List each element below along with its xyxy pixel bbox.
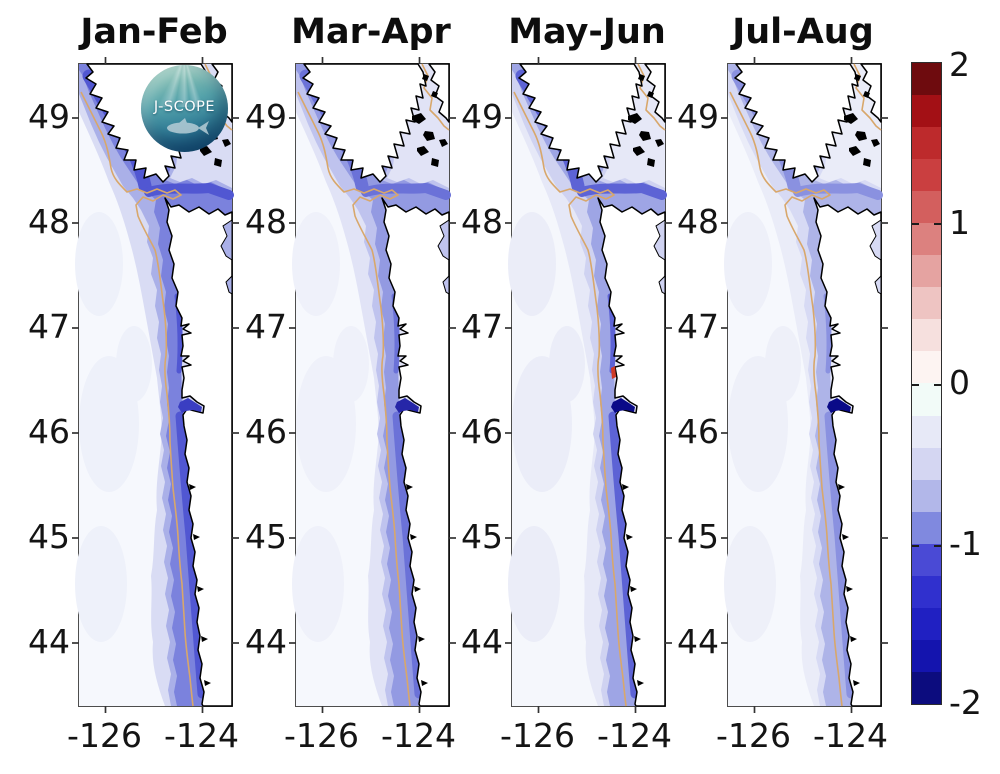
- longitude-label: -126: [284, 716, 359, 755]
- latitude-label: 48: [677, 202, 719, 241]
- colorbar-label-1: 1: [949, 203, 970, 242]
- colorbar-band: [912, 607, 941, 640]
- latitude-label: 49: [245, 97, 287, 136]
- jscope-logo: J-SCOPE: [141, 65, 228, 152]
- jscope-logo-text: J-SCOPE: [153, 99, 216, 115]
- latitude-label: 48: [28, 202, 70, 241]
- latitude-label: 44: [245, 622, 287, 661]
- latitude-label: 49: [677, 97, 719, 136]
- colorbar-band: [912, 191, 941, 224]
- longitude-label: -124: [813, 716, 888, 755]
- latitude-label: 47: [677, 307, 719, 346]
- latitude-label: 49: [461, 97, 503, 136]
- colorbar-band: [912, 479, 941, 512]
- latitude-label: 45: [677, 517, 719, 556]
- map-panel-mar-apr: [288, 56, 457, 714]
- latitude-label: 45: [28, 517, 70, 556]
- longitude-label: -124: [164, 716, 239, 755]
- colorbar-band: [912, 671, 941, 704]
- map-panel-jan-feb: [71, 56, 240, 714]
- panel-title-jan-feb: Jan-Feb: [80, 12, 228, 52]
- colorbar-band: [912, 159, 941, 192]
- colorbar-band: [912, 447, 941, 480]
- latitude-label: 46: [245, 412, 287, 451]
- sunray-icon: [141, 65, 228, 107]
- colorbar-band: [912, 127, 941, 160]
- colorbar-band: [912, 255, 941, 288]
- colorbar-band: [912, 95, 941, 128]
- latitude-label: 46: [461, 412, 503, 451]
- longitude-label: -126: [67, 716, 142, 755]
- panel-title-mar-apr: Mar-Apr: [291, 12, 451, 52]
- colorbar-band: [912, 543, 941, 576]
- latitude-label: 49: [28, 97, 70, 136]
- latitude-label: 44: [461, 622, 503, 661]
- colorbar-label-neg2: -2: [949, 683, 982, 722]
- panel-title-jul-aug: Jul-Aug: [732, 12, 874, 52]
- latitude-label: 47: [245, 307, 287, 346]
- colorbar-band: [912, 511, 941, 544]
- latitude-label: 44: [677, 622, 719, 661]
- latitude-label: 48: [245, 202, 287, 241]
- colorbar-label-neg1: -1: [949, 524, 982, 563]
- colorbar-band: [912, 319, 941, 352]
- colorbar-label-2: 2: [949, 45, 970, 84]
- colorbar: [911, 62, 942, 705]
- longitude-label: -124: [381, 716, 456, 755]
- latitude-label: 48: [461, 202, 503, 241]
- latitude-label: 45: [461, 517, 503, 556]
- colorbar-band: [912, 383, 941, 416]
- colorbar-band: [912, 63, 941, 96]
- latitude-label: 46: [28, 412, 70, 451]
- longitude-label: -126: [716, 716, 791, 755]
- latitude-label: 45: [245, 517, 287, 556]
- colorbar-band: [912, 351, 941, 384]
- panel-title-may-jun: May-Jun: [508, 12, 666, 52]
- fish-icon: [167, 118, 209, 135]
- colorbar-label-0: 0: [949, 363, 970, 402]
- colorbar-band: [912, 223, 941, 256]
- longitude-label: -126: [500, 716, 575, 755]
- map-panel-may-jun: [504, 56, 673, 714]
- colorbar-band: [912, 639, 941, 672]
- map-panel-jul-aug: [720, 56, 889, 714]
- colorbar-band: [912, 287, 941, 320]
- latitude-label: 46: [677, 412, 719, 451]
- latitude-label: 47: [28, 307, 70, 346]
- colorbar-band: [912, 575, 941, 608]
- longitude-label: -124: [597, 716, 672, 755]
- latitude-label: 47: [461, 307, 503, 346]
- latitude-label: 44: [28, 622, 70, 661]
- colorbar-band: [912, 415, 941, 448]
